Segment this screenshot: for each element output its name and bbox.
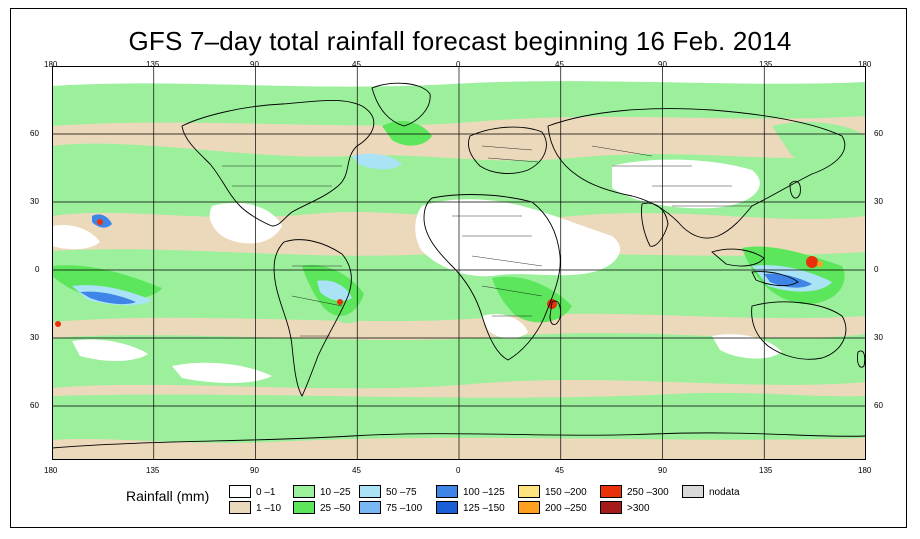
- bottom-lon-label: 90: [658, 466, 667, 475]
- legend-label: 75 –100: [386, 503, 423, 514]
- legend-label: 25 –50: [320, 503, 351, 514]
- bottom-lon-label: 135: [146, 466, 160, 475]
- legend-label: 10 –25: [320, 487, 351, 498]
- legend-swatch: [436, 501, 458, 514]
- legend-swatch: [293, 501, 315, 514]
- coastlines: [52, 82, 866, 449]
- legend-swatch: [518, 485, 540, 498]
- right-lat-label: 60: [874, 401, 883, 410]
- legend-label: 50 –75: [386, 487, 417, 498]
- top-lon-label: 90: [250, 60, 259, 69]
- legend-swatch: [293, 485, 315, 498]
- country-borders: [222, 145, 752, 337]
- left-lat-label: 30: [30, 333, 39, 342]
- legend-label: >300: [627, 503, 650, 514]
- bottom-lon-label: 45: [352, 466, 361, 475]
- graticule: [52, 66, 866, 460]
- left-lat-label: 60: [30, 401, 39, 410]
- legend-swatch: [229, 501, 251, 514]
- legend-swatch: [600, 485, 622, 498]
- bottom-lon-label: 45: [555, 466, 564, 475]
- legend-swatch: [359, 485, 381, 498]
- bottom-lon-label: 90: [250, 466, 259, 475]
- legend-swatch: [600, 501, 622, 514]
- legend-label: 100 –125: [463, 487, 505, 498]
- legend-label: 125 –150: [463, 503, 505, 514]
- legend-label: 150 –200: [545, 487, 587, 498]
- legend-swatch: [436, 485, 458, 498]
- top-lon-label: 45: [555, 60, 564, 69]
- right-lat-label: 60: [874, 129, 883, 138]
- left-lat-label: 0: [35, 265, 40, 274]
- top-lon-label: 180: [44, 60, 58, 69]
- top-lon-label: 135: [146, 60, 160, 69]
- top-lon-label: 0: [456, 60, 461, 69]
- legend-swatch: [682, 485, 704, 498]
- top-lon-label: 45: [352, 60, 361, 69]
- left-lat-label: 30: [30, 197, 39, 206]
- map-title: GFS 7–day total rainfall forecast beginn…: [128, 26, 792, 56]
- legend-label: 200 –250: [545, 503, 587, 514]
- rainfall-map: [52, 66, 866, 460]
- top-lon-label: 180: [858, 60, 872, 69]
- legend-title: Rainfall (mm): [126, 488, 210, 504]
- legend-label: 250 –300: [627, 487, 669, 498]
- top-lon-label: 90: [658, 60, 667, 69]
- top-lon-label: 135: [759, 60, 773, 69]
- legend-swatch: [518, 501, 540, 514]
- bottom-lon-label: 180: [858, 466, 872, 475]
- legend-label: 0 –1: [256, 487, 276, 498]
- legend-label: nodata: [709, 487, 740, 498]
- right-lat-label: 0: [874, 265, 879, 274]
- left-lat-label: 60: [30, 129, 39, 138]
- right-lat-label: 30: [874, 197, 883, 206]
- map-border: [52, 66, 866, 460]
- legend-swatch: [229, 485, 251, 498]
- bottom-lon-label: 0: [456, 466, 461, 475]
- legend-label: 1 –10: [256, 503, 282, 514]
- bottom-lon-label: 180: [44, 466, 58, 475]
- right-lat-label: 30: [874, 333, 883, 342]
- bottom-lon-label: 135: [759, 466, 773, 475]
- legend-swatch: [359, 501, 381, 514]
